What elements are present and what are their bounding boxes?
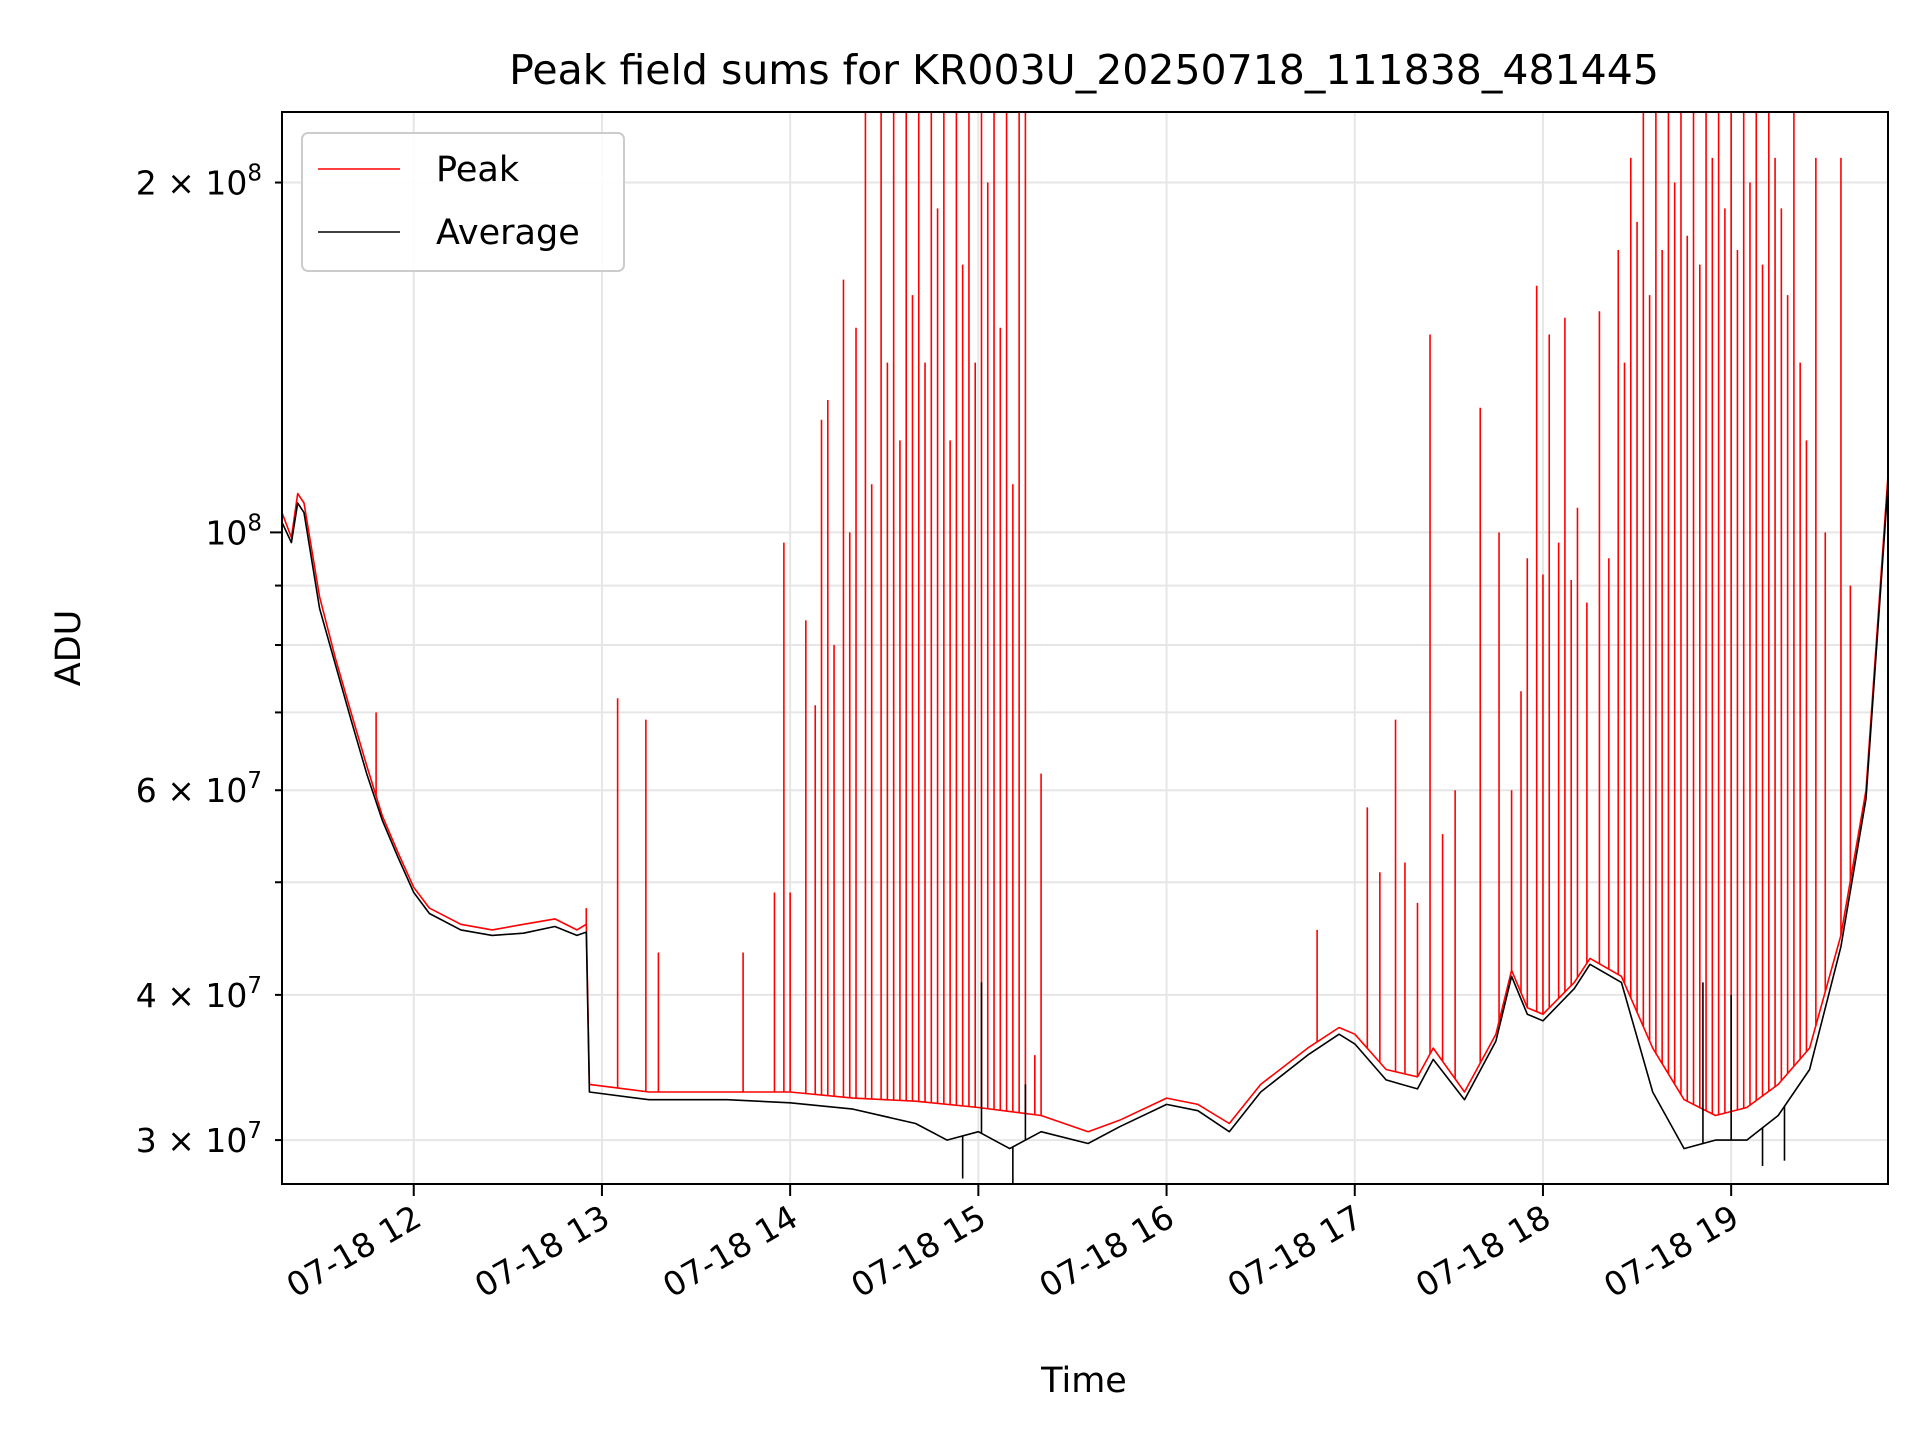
series-line-average — [282, 484, 1888, 1150]
x-axis-title: Time — [1040, 1361, 1127, 1401]
chart-title: Peak field sums for KR003U_20250718_1118… — [509, 46, 1659, 94]
series-peak — [282, 112, 1888, 1133]
y-axis-title: ADU — [49, 610, 89, 687]
plot-frame — [281, 111, 1889, 1185]
y-tick-label: 6 × 107 — [136, 768, 262, 810]
series-average — [282, 484, 1888, 1184]
legend-box — [301, 132, 625, 272]
legend-label-peak: Peak — [436, 150, 520, 190]
series-layer — [282, 112, 1888, 1184]
y-tick-label: 4 × 107 — [136, 973, 262, 1015]
y-tick-label: 3 × 107 — [136, 1118, 262, 1160]
legend-label-average: Average — [436, 213, 580, 253]
legend: Peak Average — [301, 132, 625, 272]
y-tick-label: 108 — [205, 510, 262, 552]
series-line-peak — [282, 475, 1888, 1133]
y-tick-label: 2 × 108 — [136, 161, 262, 203]
